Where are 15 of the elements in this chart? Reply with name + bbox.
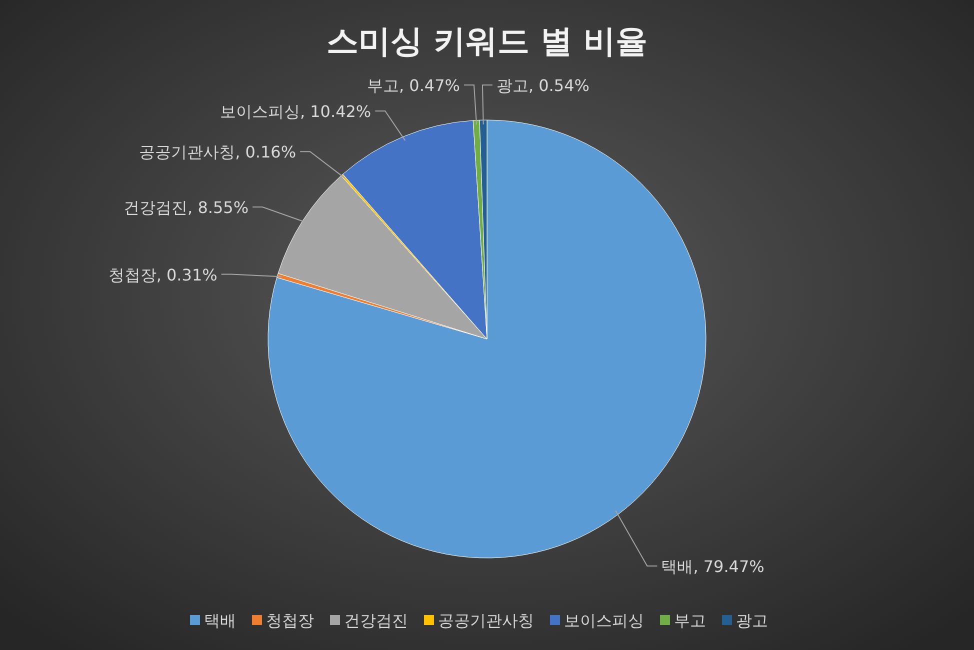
slice-label: 택배 [204,611,236,630]
data-label: 보이스피싱, 10.42% [220,102,372,121]
data-label: 부고, 0.47% [366,76,460,95]
data-label: 택배, 79.47% [661,556,764,576]
data-label: 건강검진, 8.55% [124,198,249,217]
data-label: 공공기관사칭, 0.16% [139,142,296,162]
legend-label: 공공기관사칭 [438,611,534,630]
legend-label: 청첩장 [266,611,314,630]
legend-label: 부고 [674,611,706,630]
chart-title: 스미싱 키워드 별 비율 [326,22,648,60]
legend-label: 건강검진 [344,611,408,630]
data-label: 광고, 0.54% [496,76,590,95]
legend-label: 보이스피싱 [564,611,644,630]
data-label: 청첩장, 0.31% [108,265,218,284]
legend-label: 광고 [736,611,768,630]
